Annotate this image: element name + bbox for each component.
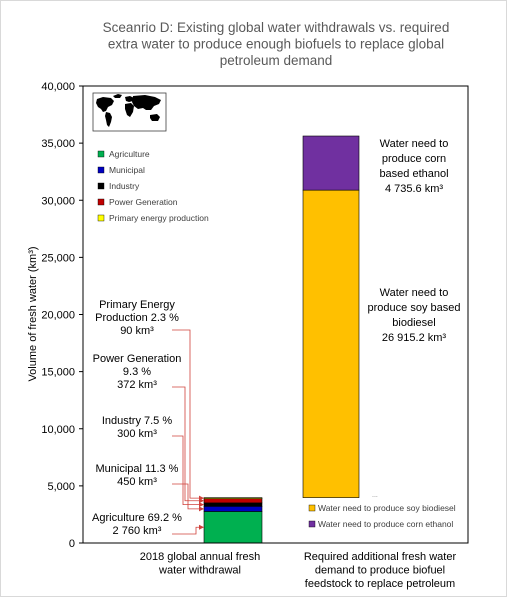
bar-segment-water-need-to-produce-corn-ethanol bbox=[302, 135, 360, 191]
legend-left: Agriculture Municipal Industry Power Genera… bbox=[97, 149, 209, 223]
y-tick-label: 5,000 bbox=[47, 481, 75, 493]
map-landmass bbox=[132, 95, 161, 110]
annotation-text: produce corn bbox=[382, 153, 446, 165]
legend-label: Agriculture bbox=[109, 149, 150, 159]
y-label-text: Volume of fresh water (km³) bbox=[27, 246, 39, 381]
legend-swatch bbox=[308, 504, 316, 512]
annotation-text: 4 735.6 km³ bbox=[385, 183, 443, 195]
legend-partial-entry: ... bbox=[372, 492, 378, 499]
map-landmass bbox=[113, 94, 122, 98]
x-category-label: water withdrawal bbox=[158, 565, 241, 577]
y-tick-label: 25,000 bbox=[41, 252, 75, 264]
annotation-text: 90 km³ bbox=[120, 325, 154, 337]
annotation-text: Primary Energy bbox=[99, 299, 175, 311]
annotation-text: 2 760 km³ bbox=[113, 525, 162, 537]
annotation-text: Agriculture 69.2 % bbox=[92, 512, 182, 524]
annotation-text: 26 915.2 km³ bbox=[382, 332, 447, 344]
annotation-connector bbox=[172, 435, 204, 506]
legend-right: ... Water need to produce soy biodiesel Wa… bbox=[308, 492, 456, 529]
y-tick-label: 40,000 bbox=[41, 81, 75, 93]
world-map-icon bbox=[92, 92, 167, 132]
y-tick-label: 20,000 bbox=[41, 310, 75, 322]
legend-swatch bbox=[97, 150, 105, 158]
map-landmass bbox=[125, 103, 134, 117]
chart-title: Sceanrio D: Existing global water withdr… bbox=[103, 20, 450, 68]
y-axis-ticks: 0 5,000 10,000 15,000 20,000 25,000 30,000 35,0… bbox=[41, 81, 83, 550]
annotation-arrowhead bbox=[199, 502, 204, 508]
axes bbox=[82, 85, 469, 544]
annotation-connector bbox=[172, 483, 204, 510]
annotation-text: 450 km³ bbox=[117, 476, 157, 488]
annotation-text: Production 2.3 % bbox=[95, 312, 179, 324]
title-line: extra water to produce enough biofuels t… bbox=[108, 37, 444, 52]
legend-swatch bbox=[97, 182, 105, 190]
title-line: petroleum demand bbox=[220, 53, 333, 68]
annotation-text: 300 km³ bbox=[117, 428, 157, 440]
legend-swatch bbox=[97, 166, 105, 174]
annotation-text: based ethanol bbox=[379, 168, 448, 180]
legend-swatch bbox=[97, 198, 105, 206]
x-category-label: Required additional fresh water bbox=[304, 551, 457, 563]
y-axis-label: Volume of fresh water (km³) bbox=[27, 246, 39, 381]
annotation-arrowhead bbox=[199, 524, 204, 530]
legend-label: Primary energy production bbox=[109, 213, 209, 223]
legend-label: Industry bbox=[109, 181, 140, 191]
legend-swatch bbox=[308, 520, 316, 528]
y-tick-label: 15,000 bbox=[41, 367, 75, 379]
map-landmass bbox=[105, 112, 112, 127]
y-tick-label: 35,000 bbox=[41, 138, 75, 150]
annotation-arrowhead bbox=[199, 498, 204, 504]
x-category-label: 2018 global annual fresh bbox=[140, 551, 260, 563]
annotation-connector bbox=[172, 329, 204, 499]
annotation-text: Water need to bbox=[380, 138, 449, 150]
legend-label: Municipal bbox=[109, 165, 145, 175]
y-tick-label: 0 bbox=[69, 538, 75, 550]
map-landmass bbox=[150, 114, 160, 121]
annotations-right: Water need to produce corn based ethanol 4 … bbox=[368, 138, 461, 344]
annotation-text: Industry 7.5 % bbox=[102, 415, 173, 427]
annotation-text: Municipal 11.3 % bbox=[96, 463, 179, 475]
annotation-connector bbox=[172, 386, 204, 502]
annotation-text: produce soy based bbox=[368, 302, 461, 314]
legend-label: Water need to produce soy biodiesel bbox=[318, 503, 456, 513]
x-category-label: demand to produce biofuel bbox=[315, 565, 445, 577]
annotation-text: 9.3 % bbox=[123, 366, 151, 378]
annotation-text: Water need to bbox=[380, 287, 449, 299]
annotation-text: 372 km³ bbox=[117, 379, 157, 391]
annotation-arrowhead bbox=[199, 506, 204, 512]
bar-segment-water-need-to-produce-soy-biodiesel bbox=[302, 189, 360, 498]
legend-label: Power Generation bbox=[109, 197, 178, 207]
bars bbox=[203, 135, 360, 544]
x-axis-labels: 2018 global annual fresh water withdrawal… bbox=[140, 551, 457, 590]
annotation-text: Power Generation bbox=[93, 353, 182, 365]
legend-swatch bbox=[97, 214, 105, 222]
x-category-label: feedstock to replace petroleum bbox=[305, 578, 455, 590]
y-tick-label: 10,000 bbox=[41, 424, 75, 436]
title-line: Sceanrio D: Existing global water withdr… bbox=[103, 20, 450, 35]
y-tick-label: 30,000 bbox=[41, 195, 75, 207]
map-landmass bbox=[96, 97, 114, 112]
legend-label: Water need to produce corn ethanol bbox=[318, 519, 453, 529]
annotation-text: biodiesel bbox=[392, 317, 435, 329]
map-landmass bbox=[125, 96, 134, 102]
plot-border bbox=[82, 85, 469, 544]
